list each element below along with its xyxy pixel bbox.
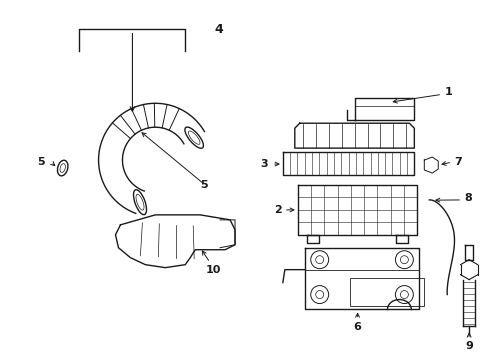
Text: 2: 2: [274, 205, 281, 215]
Text: 10: 10: [205, 265, 221, 275]
Text: 8: 8: [463, 193, 471, 203]
Text: 6: 6: [353, 323, 361, 332]
Text: 4: 4: [214, 23, 223, 36]
Bar: [349, 278, 424, 306]
Text: 1: 1: [443, 87, 451, 97]
Text: 5: 5: [37, 157, 44, 167]
Text: 9: 9: [464, 341, 472, 351]
Text: 3: 3: [260, 159, 267, 169]
Text: 7: 7: [453, 157, 461, 167]
Text: 5: 5: [200, 180, 207, 190]
